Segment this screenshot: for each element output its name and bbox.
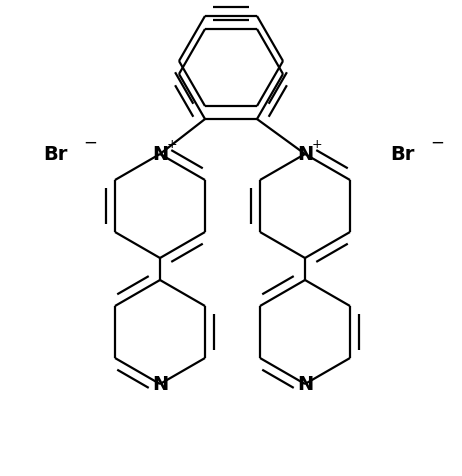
Text: Br: Br bbox=[43, 145, 67, 164]
Text: Br: Br bbox=[390, 145, 414, 164]
Text: +: + bbox=[312, 138, 322, 151]
Text: −: − bbox=[430, 134, 444, 152]
Text: −: − bbox=[83, 134, 97, 152]
Text: N: N bbox=[297, 375, 313, 394]
Text: +: + bbox=[167, 138, 177, 151]
Text: N: N bbox=[152, 145, 168, 164]
Text: N: N bbox=[152, 375, 168, 394]
Text: N: N bbox=[297, 145, 313, 164]
